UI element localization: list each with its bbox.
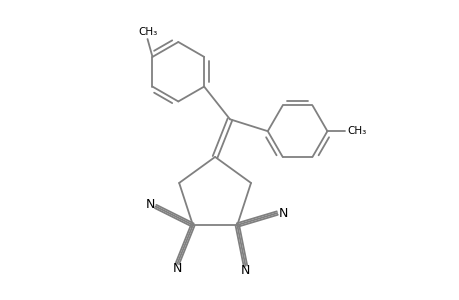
Text: CH₃: CH₃: [138, 27, 157, 37]
Text: CH₃: CH₃: [347, 126, 366, 136]
Text: N: N: [240, 264, 250, 277]
Text: N: N: [278, 207, 287, 220]
Text: N: N: [172, 262, 182, 275]
Text: N: N: [146, 198, 155, 211]
